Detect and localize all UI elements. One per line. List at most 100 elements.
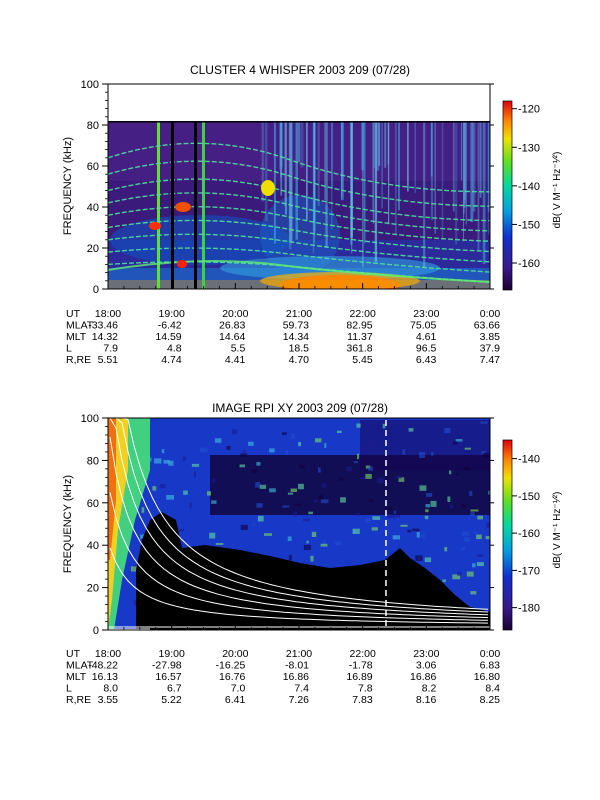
colorbar-tick-label: -150	[518, 219, 540, 231]
colorbar-tick-label: -150	[518, 491, 540, 503]
ephemeris-value: 3.55	[98, 694, 119, 706]
ephemeris-value: 16.86	[283, 671, 309, 683]
ephemeris-value: 8.16	[416, 694, 437, 706]
ephemeris-value: 82.95	[346, 320, 372, 332]
ephemeris-row-label: MLAT	[66, 320, 94, 332]
colorbar	[502, 439, 513, 631]
colorbar-tick-label: -140	[518, 181, 540, 193]
ephemeris-row-label: UT	[66, 308, 81, 320]
ephemeris-value: 22:00	[350, 648, 376, 660]
spectrogram-cluster	[108, 121, 490, 289]
colorbar-tick-label: -160	[518, 258, 540, 270]
y-tick-label: 80	[87, 120, 99, 132]
ephemeris-value: 20:00	[222, 648, 248, 660]
ephemeris-value: 14.34	[283, 331, 309, 343]
y-tick-label: 40	[87, 540, 99, 552]
y-tick-label: 60	[87, 498, 99, 510]
colorbar-tick-label: -170	[518, 565, 540, 577]
ephemeris-row-label: L	[66, 683, 72, 695]
y-tick-label: 0	[93, 625, 99, 637]
y-tick-label: 100	[81, 79, 99, 91]
ephemeris-row-label: UT	[66, 648, 81, 660]
ephemeris-value: 37.9	[480, 343, 501, 355]
ephemeris-value: 8.2	[422, 683, 437, 695]
panel-cluster: CLUSTER 4 WHISPER 2003 209 (07/28) 0 20 40…	[62, 63, 563, 366]
ephemeris-value: 18:00	[95, 648, 121, 660]
ephemeris-row-label: MLAT	[66, 660, 94, 672]
ephemeris-value: 21:00	[286, 308, 312, 320]
ephemeris-value: 6.83	[480, 660, 501, 672]
ephemeris-value: 7.47	[480, 354, 501, 366]
ephemeris-value: 16.76	[219, 671, 245, 683]
ephemeris-value: 0:00	[480, 648, 501, 660]
ephemeris-value: -33.46	[88, 320, 118, 332]
ephemeris-value: 7.4	[294, 683, 309, 695]
ephemeris-value: -6.42	[158, 320, 182, 332]
y-tick-label: 60	[87, 161, 99, 173]
ephemeris-value: 21:00	[286, 648, 312, 660]
ephemeris-value: 19:00	[159, 308, 185, 320]
colorbar-tick-label: -130	[518, 142, 540, 154]
y-tick-label: 100	[81, 413, 99, 425]
ephemeris-value: 16.57	[155, 671, 181, 683]
x-axis-ticks	[107, 624, 491, 630]
ephemeris-value: 8.4	[485, 683, 500, 695]
colorbar	[502, 100, 513, 291]
ephemeris-value: 6.43	[416, 354, 437, 366]
y-axis-label: FREQUENCY (kHz)	[62, 137, 74, 235]
ephemeris-value: -1.78	[349, 660, 373, 672]
ephemeris-value: 75.05	[410, 320, 436, 332]
y-tick-label: 40	[87, 202, 99, 214]
colorbar-label: dB( V M⁻¹ Hz⁻¹⁄²)	[552, 152, 563, 229]
ephemeris-value: 6.41	[225, 694, 246, 706]
ephemeris-value: 4.41	[225, 354, 246, 366]
y-tick-label: 20	[87, 243, 99, 255]
ephemeris-value: 59.73	[283, 320, 309, 332]
ephemeris-table: UT 18:00 19:00 20:00 21:00 22:00 23:00 0:00 MLAT…	[66, 648, 500, 706]
ephemeris-value: 8.0	[103, 683, 118, 695]
ephemeris-table: UT 18:00 19:00 20:00 21:00 22:00 23:00 0:00 MLAT…	[66, 308, 500, 366]
ephemeris-value: 7.9	[103, 343, 118, 355]
y-tick-label: 80	[87, 455, 99, 467]
ephemeris-value: 20:00	[222, 308, 248, 320]
ephemeris-value: 5.45	[352, 354, 373, 366]
chart-title: CLUSTER 4 WHISPER 2003 209 (07/28)	[190, 63, 410, 77]
ephemeris-value: 4.74	[161, 354, 182, 366]
ephemeris-value: 16.86	[410, 671, 436, 683]
ephemeris-value: 19:00	[159, 648, 185, 660]
ephemeris-value: 16.89	[346, 671, 372, 683]
ephemeris-value: 16.80	[474, 671, 500, 683]
ephemeris-value: 18.5	[289, 343, 310, 355]
y-axis: 0 20 40 60 80 100	[81, 79, 494, 296]
colorbar-tick-label: -180	[518, 603, 540, 615]
ephemeris-value: 0:00	[480, 308, 501, 320]
y-axis-label: FREQUENCY (kHz)	[62, 475, 74, 573]
ephemeris-value: 18:00	[95, 308, 121, 320]
ephemeris-value: 361.8	[346, 343, 372, 355]
ephemeris-value: 14.64	[219, 331, 245, 343]
panel-image-rpi: IMAGE RPI XY 2003 209 (07/28) 0 20 40 60 80 1…	[62, 401, 563, 706]
ephemeris-value: 5.51	[98, 354, 119, 366]
chart-title: IMAGE RPI XY 2003 209 (07/28)	[212, 401, 388, 415]
ephemeris-value: 8.25	[480, 694, 501, 706]
y-tick-label: 20	[87, 583, 99, 595]
ephemeris-value: 4.70	[289, 354, 310, 366]
ephemeris-value: 3.06	[416, 660, 437, 672]
ephemeris-value: 11.37	[347, 331, 373, 343]
colorbar-tick-label: -160	[518, 528, 540, 540]
ephemeris-row-label: MLT	[66, 671, 87, 683]
ephemeris-value: -48.22	[88, 660, 118, 672]
ephemeris-value: 4.61	[416, 331, 437, 343]
ephemeris-row-label: MLT	[66, 331, 87, 343]
ephemeris-value: 22:00	[350, 308, 376, 320]
ephemeris-value: 23:00	[413, 648, 439, 660]
ephemeris-value: 14.32	[92, 331, 118, 343]
colorbar-label: dB( V M⁻¹ Hz⁻¹⁄²)	[552, 492, 563, 569]
colorbar-tick-label: -140	[518, 454, 540, 466]
ephemeris-value: 16.13	[92, 671, 118, 683]
ephemeris-row-label: R,RE	[66, 694, 91, 706]
ephemeris-value: 7.83	[352, 694, 373, 706]
ephemeris-value: -16.25	[216, 660, 246, 672]
ephemeris-value: 63.66	[474, 320, 500, 332]
